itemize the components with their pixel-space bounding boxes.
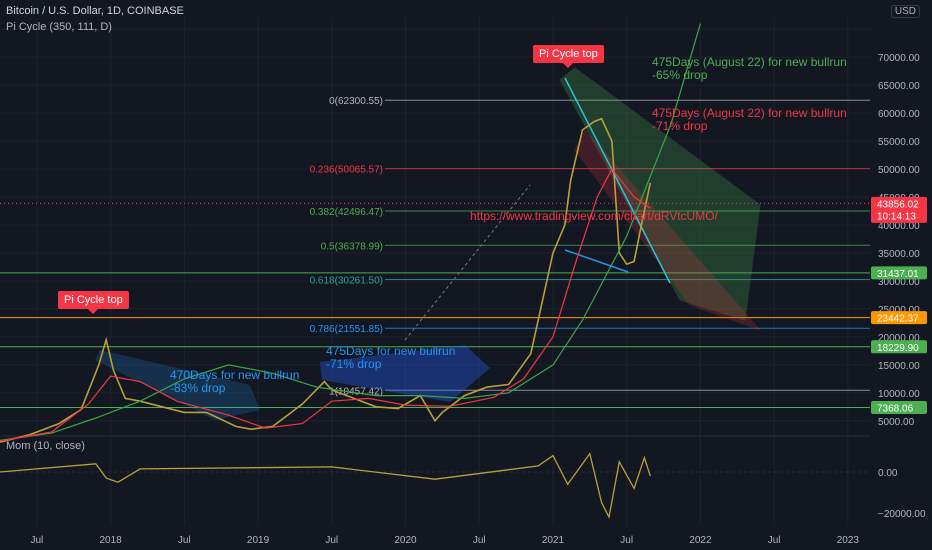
price-tag-label: 43856.02 xyxy=(877,199,919,210)
y-tick-label: 40000.00 xyxy=(878,221,920,232)
pi-cycle-top-tag-2018: Pi Cycle top xyxy=(58,291,129,314)
fib-label: 0.382(42496.47) xyxy=(310,207,383,218)
mom-y-tick-label: −20000.00 xyxy=(878,509,926,520)
price-tag-label: 18229.90 xyxy=(877,343,919,354)
x-tick-label: Jul xyxy=(325,535,338,546)
price-tag-label: 31437.01 xyxy=(877,269,919,280)
price-tag-box xyxy=(871,340,927,354)
price-tag-label: 23442.37 xyxy=(877,314,919,325)
mom-y-tick-label: 0.00 xyxy=(878,468,898,479)
y-tick-label: 20000.00 xyxy=(878,333,920,344)
x-tick-label: Jul xyxy=(768,535,781,546)
series-price xyxy=(0,117,652,443)
x-tick-label: 2019 xyxy=(247,535,270,546)
note-green-forecast: 475Days (August 22) for new bullrun -65%… xyxy=(652,55,847,82)
x-tick-label: Jul xyxy=(620,535,633,546)
price-tag-time: 10:14:13 xyxy=(877,211,916,222)
x-tick-label: 2022 xyxy=(689,535,712,546)
fib-levels: 0(62300.55) 0.236(50065.57) 0.382(42496.47… xyxy=(0,96,870,409)
series-ma_short xyxy=(0,168,651,442)
y-tick-label: 5000.00 xyxy=(878,417,915,428)
price-tag-box xyxy=(871,266,927,280)
fib-label: 0.5(36378.99) xyxy=(321,241,383,252)
x-tick-label: Jul xyxy=(473,535,486,546)
axes: 70000.00 65000.00 60000.00 55000.00 50000.00… xyxy=(30,53,927,546)
y-tick-label: 25000.00 xyxy=(878,305,920,316)
x-tick-label: Jul xyxy=(178,535,191,546)
y-tick-label: 55000.00 xyxy=(878,137,920,148)
x-tick-label: 2021 xyxy=(542,535,565,546)
price-tag-box xyxy=(871,196,927,223)
y-tick-label: 10000.00 xyxy=(878,389,920,400)
chart-link[interactable]: https://www.tradingview.com/chart/dRVtcU… xyxy=(470,209,718,223)
blue-arrow-2018 xyxy=(95,350,260,420)
y-tick-label: 15000.00 xyxy=(878,361,920,372)
series-momentum xyxy=(0,452,651,519)
green-forecast-arrow xyxy=(559,67,761,321)
x-tick-label: 2023 xyxy=(837,535,860,546)
y-tick-label: 60000.00 xyxy=(878,109,920,120)
trendline-bottom xyxy=(564,249,629,273)
note-2018: 470Days for new bullrun -83% drop xyxy=(170,368,300,395)
momentum-title[interactable]: Mom (10, close) xyxy=(6,440,85,452)
fib-label: 0.236(50065.57) xyxy=(310,165,383,176)
fib-label: 1(10457.42) xyxy=(329,386,383,397)
x-tick-label: 2018 xyxy=(99,535,122,546)
price-tag-label: 7368.06 xyxy=(877,404,914,415)
y-tick-label: 35000.00 xyxy=(878,249,920,260)
x-tick-label: 2020 xyxy=(394,535,417,546)
note-red-forecast: 475Days (August 22) for new bullrun -71%… xyxy=(652,106,847,133)
indicator-title[interactable]: Pi Cycle (350, 111, D) xyxy=(6,21,112,33)
price-tag-box xyxy=(871,401,927,415)
currency-label[interactable]: USD xyxy=(890,5,920,18)
fib-label: 0.618(30261.50) xyxy=(310,275,383,286)
y-tick-label: 50000.00 xyxy=(878,165,920,176)
trendline-down xyxy=(564,77,671,284)
x-tick-label: Jul xyxy=(30,535,43,546)
y-tick-label: 30000.00 xyxy=(878,277,920,288)
pi-cycle-top-tag-2021: Pi Cycle top xyxy=(533,45,604,68)
fib-label: 0(62300.55) xyxy=(329,96,383,107)
fib-label: 0.786(21551.85) xyxy=(310,324,383,335)
blue-arrow-2020 xyxy=(320,345,490,402)
price-tag-box xyxy=(871,311,927,325)
series-ma_long xyxy=(0,23,701,441)
series-layer xyxy=(0,23,870,519)
symbol-title[interactable]: Bitcoin / U.S. Dollar, 1D, COINBASE xyxy=(6,5,184,17)
note-2020: 475Days for new bullrun -71% drop xyxy=(326,344,456,371)
y-tick-label: 70000.00 xyxy=(878,53,920,64)
y-tick-label: 65000.00 xyxy=(878,81,920,92)
